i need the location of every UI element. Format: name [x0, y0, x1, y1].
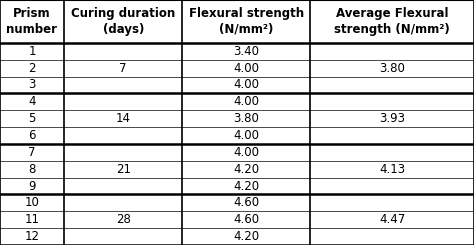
Text: 12: 12	[25, 230, 39, 243]
Text: 4.47: 4.47	[379, 213, 405, 226]
Text: 4.00: 4.00	[234, 78, 259, 91]
Text: 3.80: 3.80	[379, 62, 405, 75]
Text: 4: 4	[28, 95, 36, 108]
Text: Curing duration
(days): Curing duration (days)	[71, 7, 175, 36]
Text: 7: 7	[119, 62, 127, 75]
Text: 4.00: 4.00	[234, 62, 259, 75]
Text: Flexural strength
(N/mm²): Flexural strength (N/mm²)	[189, 7, 304, 36]
Text: 7: 7	[28, 146, 36, 159]
Text: 4.00: 4.00	[234, 95, 259, 108]
Text: 4.60: 4.60	[233, 196, 260, 209]
Text: 4.60: 4.60	[233, 213, 260, 226]
Text: 2: 2	[28, 62, 36, 75]
Text: 11: 11	[25, 213, 39, 226]
Text: 3: 3	[28, 78, 36, 91]
Text: Prism
number: Prism number	[7, 7, 57, 36]
Text: 9: 9	[28, 180, 36, 193]
Text: 1: 1	[28, 45, 36, 58]
Text: 4.20: 4.20	[233, 163, 260, 176]
Text: 4.20: 4.20	[233, 230, 260, 243]
Text: Average Flexural
strength (N/mm²): Average Flexural strength (N/mm²)	[334, 7, 450, 36]
Text: 4.00: 4.00	[234, 129, 259, 142]
Text: 3.80: 3.80	[234, 112, 259, 125]
Text: 3.93: 3.93	[379, 112, 405, 125]
Text: 4.13: 4.13	[379, 163, 405, 176]
Text: 4.20: 4.20	[233, 180, 260, 193]
Text: 3.40: 3.40	[234, 45, 259, 58]
Text: 4.00: 4.00	[234, 146, 259, 159]
Text: 28: 28	[116, 213, 131, 226]
Text: 14: 14	[116, 112, 131, 125]
Text: 10: 10	[25, 196, 39, 209]
Text: 21: 21	[116, 163, 131, 176]
Text: 5: 5	[28, 112, 36, 125]
Text: 8: 8	[28, 163, 36, 176]
Text: 6: 6	[28, 129, 36, 142]
